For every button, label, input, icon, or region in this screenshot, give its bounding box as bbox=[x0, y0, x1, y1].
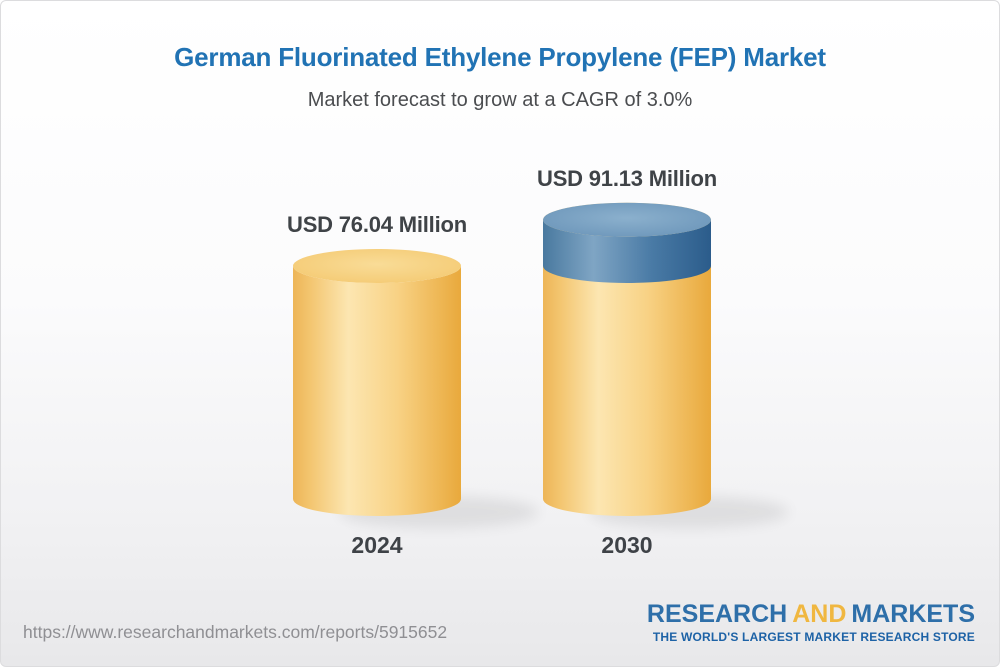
logo-tagline: THE WORLD'S LARGEST MARKET RESEARCH STOR… bbox=[652, 630, 975, 644]
value-label-2030: USD 91.13 Million bbox=[537, 166, 717, 191]
category-label-2024: 2024 bbox=[351, 532, 403, 558]
category-label-2030: 2030 bbox=[601, 532, 653, 558]
logo-word-markets: MARKETS bbox=[851, 600, 975, 628]
logo-word-and: AND bbox=[792, 600, 847, 628]
research-and-markets-logo: RESEARCH AND MARKETS THE WORLD'S LARGEST M… bbox=[647, 601, 975, 644]
source-url: https://www.researchandmarkets.com/repor… bbox=[23, 622, 448, 642]
logo-wordmark: RESEARCH AND MARKETS bbox=[647, 601, 975, 627]
page-title: German Fluorinated Ethylene Propylene (F… bbox=[174, 42, 826, 72]
page-subtitle: Market forecast to grow at a CAGR of 3.0… bbox=[307, 89, 693, 111]
value-label-2024: USD 76.04 Million bbox=[287, 212, 467, 237]
logo-word-research: RESEARCH bbox=[646, 600, 788, 628]
